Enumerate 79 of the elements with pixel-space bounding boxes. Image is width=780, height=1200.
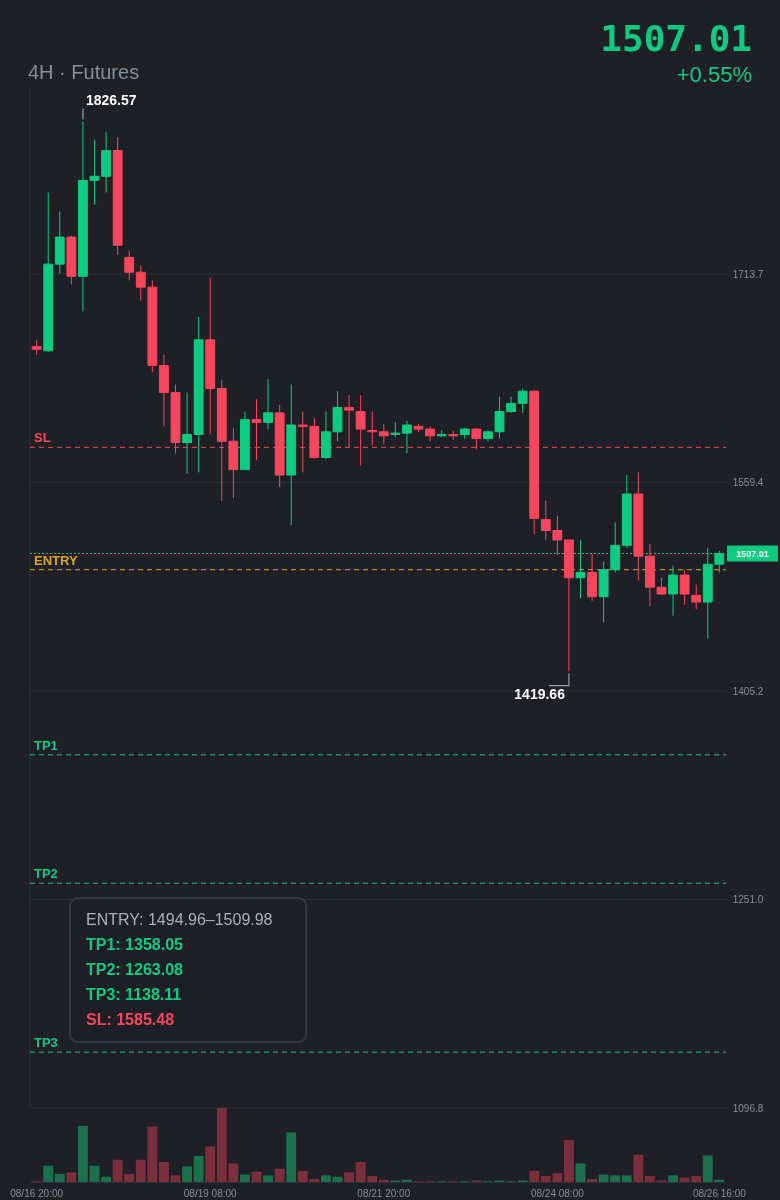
bar [78, 1125, 88, 1182]
x-tick-label: 08/24 08:00 [530, 1188, 585, 1199]
bar [378, 1179, 389, 1182]
candlestick [263, 378, 273, 430]
bar [182, 1166, 192, 1182]
y-tick-label: 1251.0 [732, 894, 764, 906]
bar [193, 1156, 204, 1182]
candlestick [124, 250, 135, 281]
candlestick [378, 423, 389, 445]
candlestick [240, 411, 250, 471]
candlestick [205, 277, 216, 435]
bar [529, 1170, 540, 1182]
x-tick-label: 08/21 20:00 [357, 1188, 411, 1199]
bar [633, 1154, 644, 1182]
text: 1507.01 [600, 18, 752, 59]
bar [321, 1175, 331, 1182]
bar [668, 1175, 678, 1182]
candlestick [459, 427, 470, 440]
bar [66, 1172, 77, 1182]
candlestick [436, 429, 447, 438]
bar [344, 1172, 354, 1182]
bar [621, 1175, 632, 1182]
bar [263, 1175, 273, 1182]
candlestick [633, 471, 644, 581]
candlestick [367, 411, 378, 446]
ref-line-label: TP2 [34, 866, 58, 882]
bar [170, 1175, 181, 1182]
bar [101, 1176, 111, 1182]
candlestick [54, 210, 65, 275]
candlestick [691, 584, 702, 610]
candlestick [402, 420, 412, 454]
candlestick [564, 539, 574, 673]
candlestick [112, 136, 123, 256]
ref-line-label: 1507.01 [736, 548, 769, 559]
x-tick-label: 08/16 20:00 [10, 1188, 64, 1199]
x-tick-label: 08/19 08:00 [183, 1188, 238, 1199]
candlestick [66, 235, 77, 285]
candlestick [517, 388, 528, 414]
candlestick [182, 392, 192, 475]
candlestick [668, 565, 678, 617]
bar [205, 1146, 216, 1182]
annotation: ENTRY: 1494.96–1509.98 [86, 910, 273, 928]
bar [402, 1179, 412, 1182]
bar [274, 1168, 285, 1182]
chart-subtitle: 4H · Futures [28, 61, 140, 83]
candlestick [31, 339, 42, 356]
text: +0.55% [676, 62, 752, 87]
annotation: 1419.66 [514, 685, 566, 702]
ref-line-label: TP3 [34, 1035, 58, 1051]
candlestick [621, 474, 632, 549]
bar [587, 1179, 597, 1182]
y-tick-label: 1713.7 [732, 268, 764, 280]
bar [564, 1139, 574, 1182]
bar [89, 1165, 100, 1182]
y-tick-label: 1559.4 [732, 477, 764, 489]
annotation: TP1: 1358.05 [86, 935, 184, 953]
ref-line-label: TP1 [34, 737, 58, 753]
ref-line-label: ENTRY [34, 552, 78, 568]
bar [240, 1174, 250, 1182]
bar [43, 1165, 54, 1182]
candlestick [587, 552, 597, 602]
annotation: 1826.57 [85, 92, 137, 109]
bar [54, 1173, 65, 1182]
y-tick-label: 1405.2 [732, 685, 764, 697]
candlestick [390, 421, 401, 438]
annotation: TP2: 1263.08 [86, 960, 184, 978]
candlestick [193, 316, 204, 473]
annotation: TP3: 1138.11 [86, 985, 182, 1003]
bar [286, 1132, 297, 1182]
candlestick [679, 569, 690, 606]
x-tick-label: 08/26 16:00 [692, 1188, 747, 1199]
bar [645, 1176, 655, 1182]
y-tick-label: 1096.8 [732, 1102, 764, 1114]
annotation: SL: 1585.48 [86, 1010, 175, 1028]
ref-line-label: SL [34, 430, 51, 446]
candlestick [43, 192, 54, 353]
candlestick [286, 383, 297, 526]
bar [159, 1162, 169, 1182]
candlestick [448, 429, 459, 441]
